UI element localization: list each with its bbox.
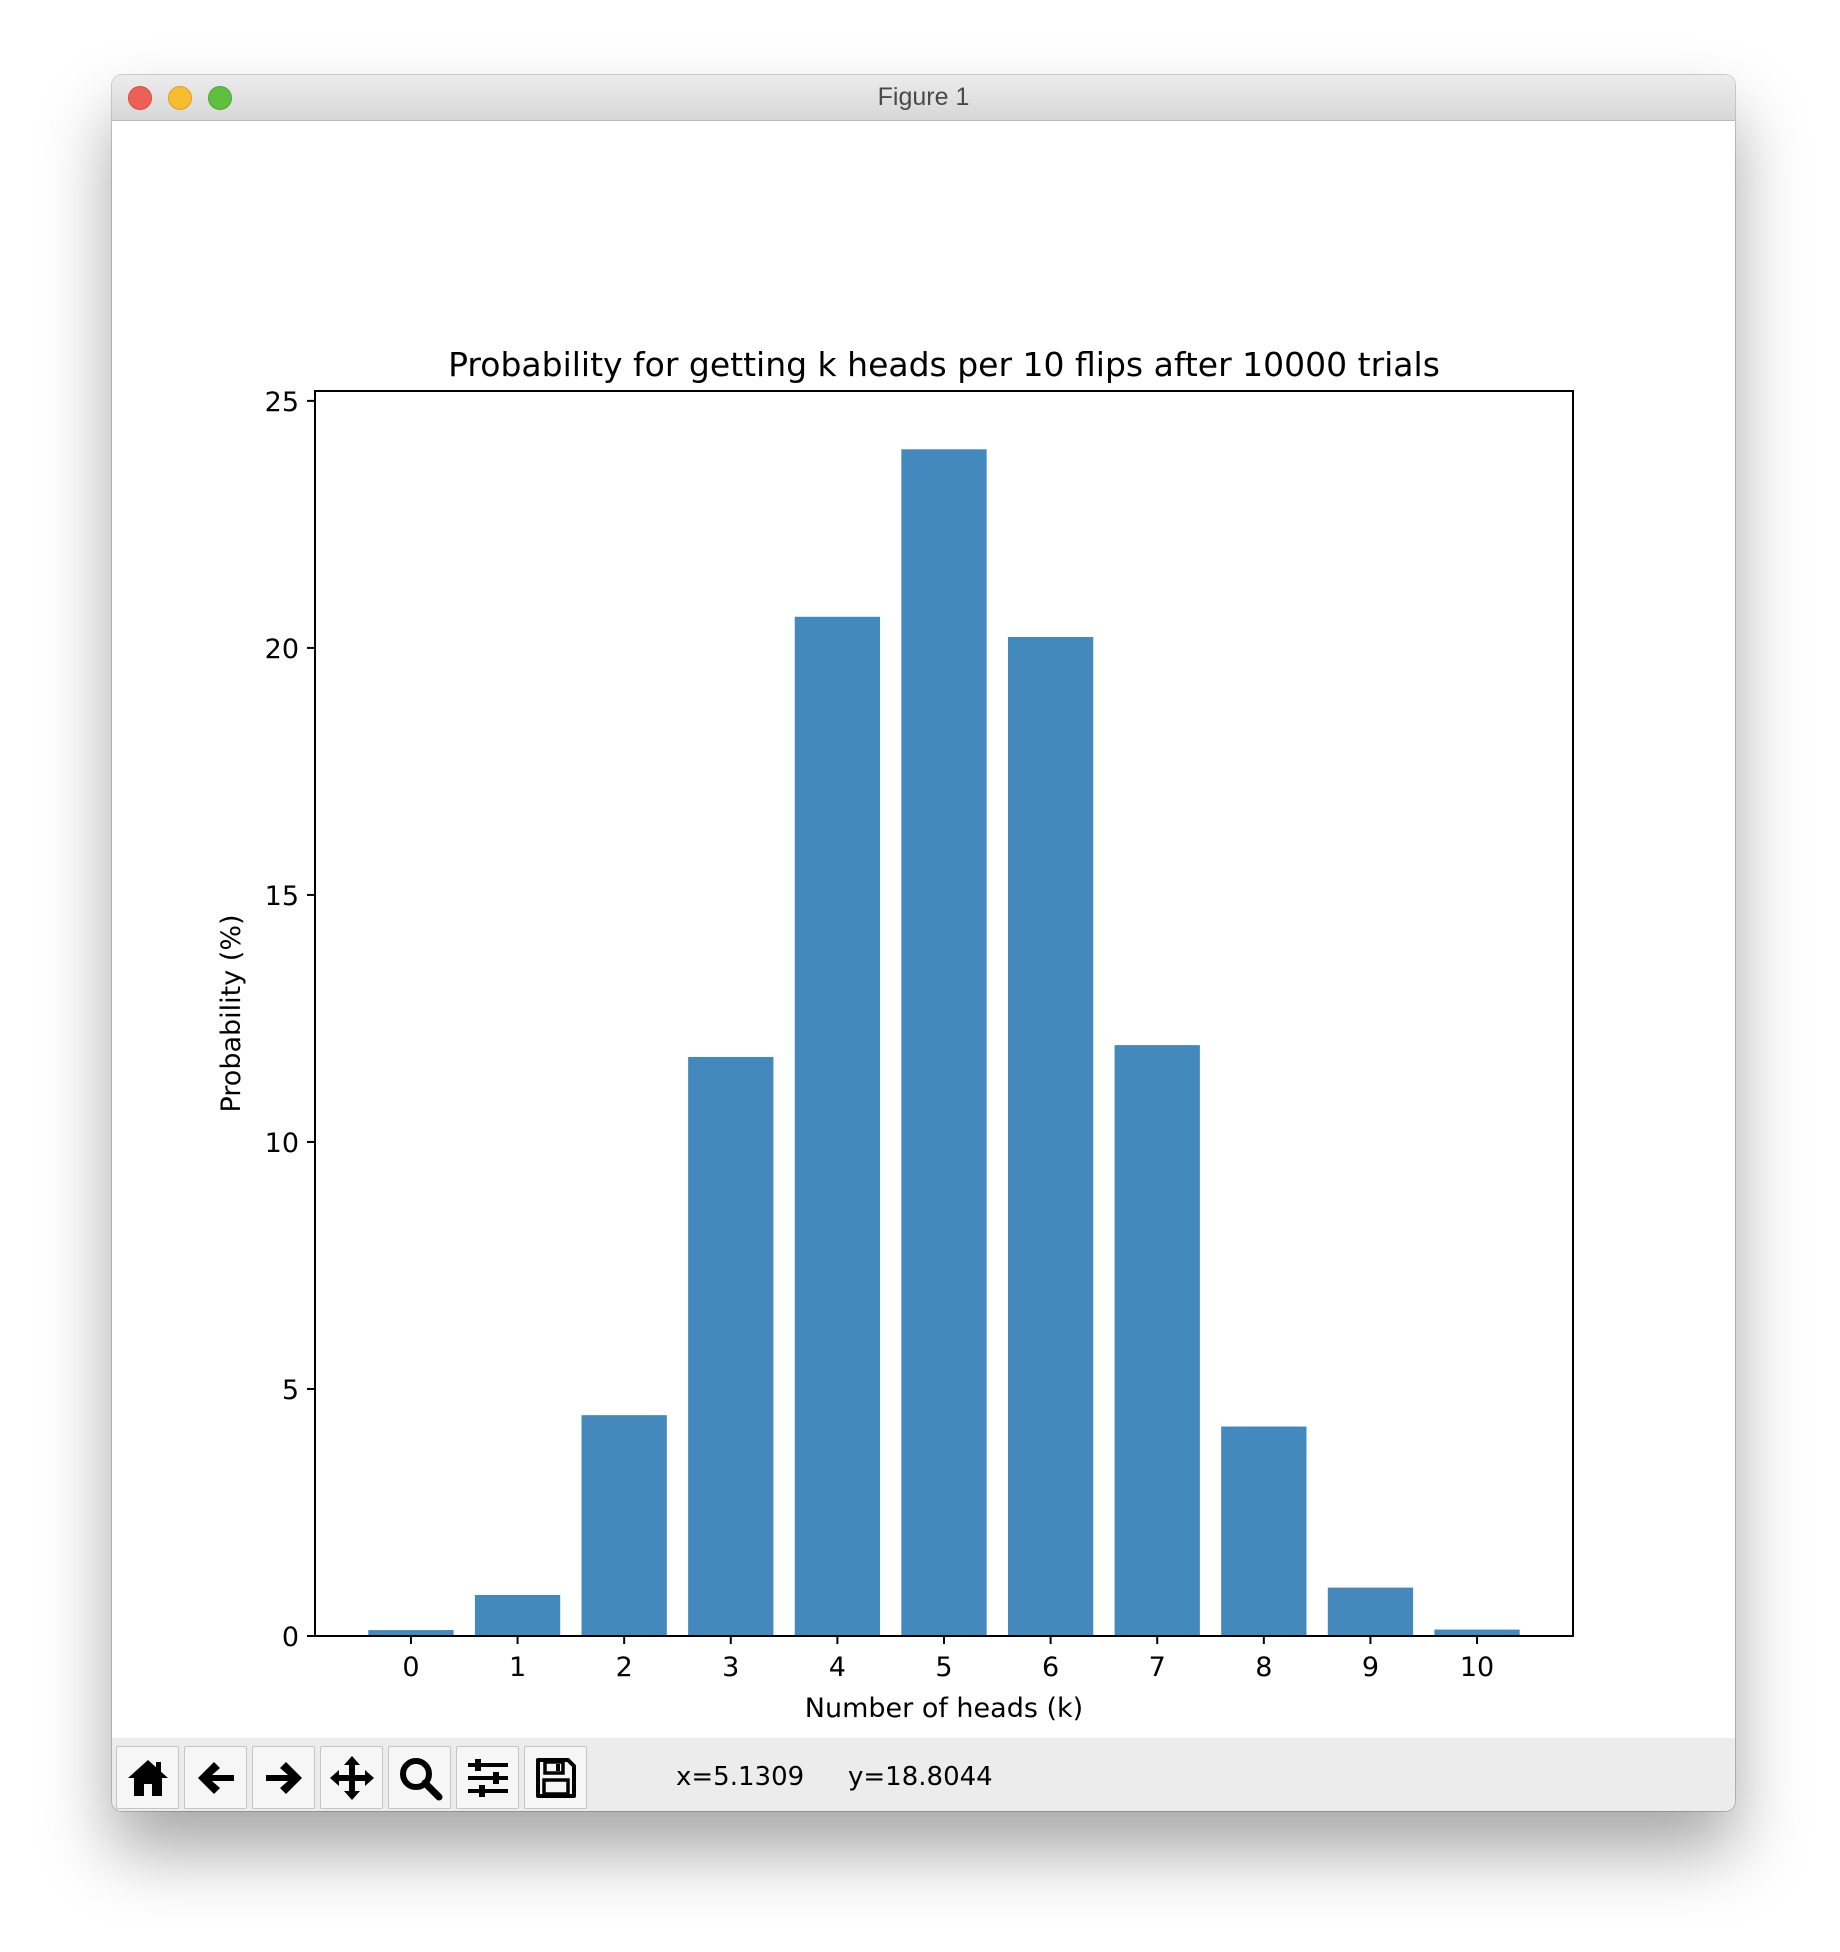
sliders-icon — [467, 1758, 508, 1797]
subplots-button[interactable] — [456, 1746, 519, 1809]
forward-button[interactable] — [252, 1746, 315, 1809]
y-tick-label: 20 — [265, 634, 299, 665]
bar-k-8 — [1221, 1426, 1307, 1636]
minimize-window-button[interactable] — [168, 86, 192, 110]
navigation-toolbar: x=5.1309 y=18.8044 — [112, 1738, 1735, 1811]
x-tick-label: 2 — [616, 1652, 633, 1683]
back-button[interactable] — [184, 1746, 247, 1809]
x-tick-label: 3 — [722, 1652, 739, 1683]
x-axis: 0 1 2 3 4 5 6 7 8 9 10 — [402, 1636, 1494, 1683]
x-coordinate-readout: x=5.1309 — [676, 1762, 805, 1792]
x-tick-label: 1 — [509, 1652, 526, 1683]
x-tick-label: 10 — [1460, 1652, 1494, 1683]
magnifier-icon — [399, 1757, 442, 1800]
y-tick-label: 5 — [282, 1375, 299, 1406]
x-axis-label: Number of heads (k) — [805, 1693, 1083, 1724]
y-tick-label: 15 — [265, 881, 299, 912]
y-tick-label: 0 — [282, 1622, 299, 1653]
move-icon — [329, 1755, 374, 1800]
x-tick-label: 0 — [402, 1652, 419, 1683]
bar-k-4 — [794, 616, 881, 1636]
bars-group — [368, 449, 1520, 1636]
arrow-right-icon — [265, 1761, 302, 1794]
bar-chart: Probability for getting k heads per 10 f… — [216, 345, 1574, 1724]
figure-window: Figure 1 Probability for getting k heads… — [112, 75, 1735, 1811]
y-tick-label: 10 — [265, 1128, 299, 1159]
home-button[interactable] — [116, 1746, 179, 1809]
x-tick-label: 7 — [1149, 1652, 1166, 1683]
y-coordinate-readout: y=18.8044 — [848, 1762, 993, 1792]
y-axis-label: Probability (%) — [216, 914, 247, 1112]
x-tick-label: 9 — [1362, 1652, 1379, 1683]
x-tick-label: 4 — [829, 1652, 846, 1683]
home-icon — [127, 1759, 168, 1796]
bar-k-3 — [688, 1056, 774, 1636]
x-tick-label: 6 — [1042, 1652, 1059, 1683]
y-axis: 0 5 10 15 20 25 — [265, 387, 315, 1653]
bar-k-2 — [581, 1415, 667, 1636]
bar-k-0 — [368, 1630, 454, 1636]
floppy-disk-icon — [535, 1757, 576, 1798]
y-tick-label: 25 — [265, 387, 299, 418]
zoom-button[interactable] — [388, 1746, 451, 1809]
pan-button[interactable] — [320, 1746, 383, 1809]
bar-k-6 — [1007, 637, 1094, 1636]
x-tick-label: 8 — [1255, 1652, 1272, 1683]
bar-k-10 — [1434, 1629, 1520, 1636]
close-window-button[interactable] — [128, 86, 152, 110]
bar-k-9 — [1327, 1587, 1414, 1636]
bar-k-5 — [901, 449, 987, 1636]
arrow-left-icon — [197, 1761, 234, 1794]
maximize-window-button[interactable] — [208, 86, 232, 110]
bar-k-7 — [1114, 1045, 1200, 1636]
chart-title: Probability for getting k heads per 10 f… — [448, 345, 1440, 384]
save-button[interactable] — [524, 1746, 587, 1809]
title-bar: Figure 1 — [112, 75, 1735, 121]
x-tick-label: 5 — [935, 1652, 952, 1683]
figure-canvas[interactable]: Probability for getting k heads per 10 f… — [112, 121, 1735, 1736]
bar-k-1 — [474, 1594, 561, 1636]
window-title: Figure 1 — [877, 83, 970, 111]
